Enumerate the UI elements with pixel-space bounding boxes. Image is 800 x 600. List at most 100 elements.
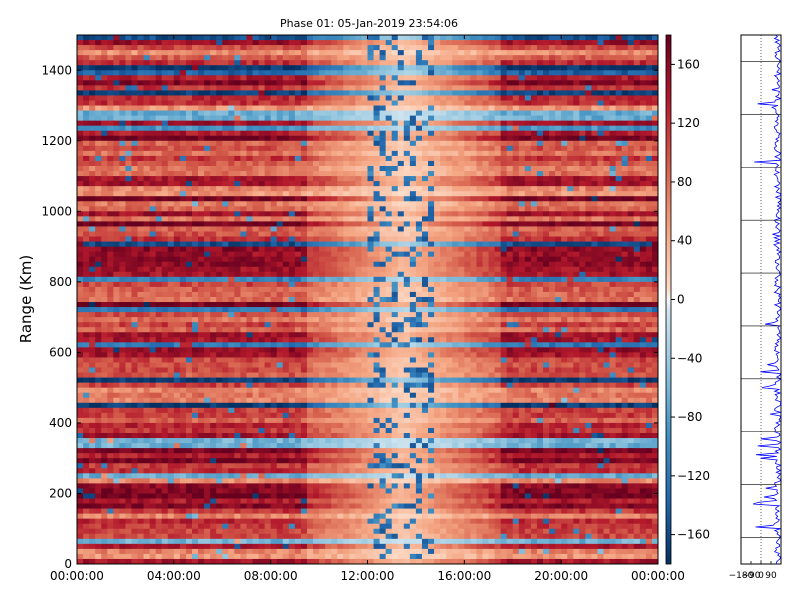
heatmap-cell <box>561 181 568 187</box>
heatmap-cell <box>300 150 308 157</box>
heatmap-cell <box>234 181 241 187</box>
heatmap-cell <box>409 160 417 167</box>
heatmap-cell <box>252 55 259 61</box>
heatmap-cell <box>379 100 387 106</box>
heatmap-cell <box>512 105 520 111</box>
heatmap-cell <box>264 35 272 41</box>
heatmap-cell <box>428 45 435 51</box>
heatmap-cell <box>591 135 598 142</box>
heatmap-cell <box>555 125 562 132</box>
heatmap-cell <box>107 211 114 217</box>
heatmap-cell <box>518 171 526 177</box>
heatmap-cell <box>415 60 423 66</box>
heatmap-cell <box>500 246 508 253</box>
heatmap-cell <box>319 176 326 182</box>
heatmap-cell <box>282 271 290 278</box>
heatmap-cell <box>355 266 362 273</box>
heatmap-cell <box>561 206 568 212</box>
heatmap-cell <box>597 95 604 101</box>
heatmap-cell <box>349 221 356 227</box>
heatmap-cell <box>373 226 380 232</box>
heatmap-cell <box>222 60 229 66</box>
heatmap-cell <box>555 191 562 197</box>
heatmap-cell <box>216 206 223 212</box>
heatmap-cell <box>470 241 477 247</box>
heatmap-cell <box>591 181 598 187</box>
heatmap-cell <box>319 125 326 132</box>
heatmap-cell <box>185 176 193 182</box>
heatmap-cell <box>573 231 580 237</box>
heatmap-cell <box>276 130 284 137</box>
heatmap-cell <box>428 266 435 273</box>
heatmap-cell <box>518 45 526 51</box>
heatmap-cell <box>518 246 526 253</box>
heatmap-cell <box>143 95 151 101</box>
heatmap-cell <box>204 55 211 61</box>
heatmap-cell <box>240 271 247 278</box>
heatmap-cell <box>131 160 138 167</box>
heatmap-cell <box>240 115 247 122</box>
heatmap-cell <box>258 130 266 137</box>
heatmap-cell <box>555 140 562 147</box>
heatmap-cell <box>415 35 423 41</box>
heatmap-cell <box>379 130 387 137</box>
heatmap-cell <box>373 256 380 263</box>
heatmap-cell <box>440 155 447 162</box>
heatmap-cell <box>282 165 290 172</box>
heatmap-cell <box>452 211 459 217</box>
heatmap-cell <box>403 236 411 242</box>
heatmap-cell <box>561 165 568 172</box>
heatmap-cell <box>185 150 193 157</box>
heatmap-cell <box>506 155 514 162</box>
heatmap-cell <box>464 191 471 197</box>
heatmap-cell <box>591 120 598 127</box>
heatmap-cell <box>482 130 489 137</box>
heatmap-cell <box>615 216 623 222</box>
heatmap-cell <box>306 120 314 127</box>
heatmap-cell <box>391 150 399 157</box>
heatmap-cell <box>440 65 447 71</box>
heatmap-cell <box>300 231 308 237</box>
heatmap-cell <box>222 211 229 217</box>
heatmap-cell <box>403 155 411 162</box>
heatmap-cell <box>627 261 635 268</box>
heatmap-cell <box>137 226 144 232</box>
heatmap-cell <box>428 236 435 242</box>
heatmap-cell <box>355 50 362 56</box>
heatmap-cell <box>173 105 181 111</box>
heatmap-cell <box>228 105 235 111</box>
heatmap-cell <box>179 130 187 137</box>
heatmap-cell <box>173 236 181 242</box>
heatmap-cell <box>549 206 556 212</box>
heatmap-cell <box>361 75 368 81</box>
heatmap-cell <box>95 160 102 167</box>
heatmap-cell <box>397 291 405 298</box>
heatmap-cell <box>155 171 163 177</box>
heatmap-cell <box>536 160 544 167</box>
heatmap-cell <box>440 70 447 76</box>
heatmap-cell <box>446 125 453 132</box>
heatmap-cell <box>234 140 241 147</box>
heatmap-cell <box>367 100 374 106</box>
heatmap-cell <box>627 135 635 142</box>
heatmap-cell <box>452 241 459 247</box>
heatmap-cell <box>240 135 247 142</box>
heatmap-cell <box>476 40 483 46</box>
heatmap-cell <box>609 256 617 263</box>
heatmap-cell <box>639 276 647 283</box>
heatmap-cell <box>573 90 580 96</box>
heatmap-cell <box>294 105 302 111</box>
heatmap-cell <box>349 160 356 167</box>
heatmap-cell <box>530 176 538 182</box>
heatmap-cell <box>440 186 447 192</box>
heatmap-cell <box>555 211 562 217</box>
heatmap-cell <box>131 266 138 273</box>
heatmap-cell <box>464 196 471 202</box>
heatmap-cell <box>651 160 658 167</box>
heatmap-cell <box>306 45 314 51</box>
heatmap-cell <box>651 266 658 273</box>
heatmap-cell <box>633 105 641 111</box>
heatmap-cell <box>143 85 151 91</box>
heatmap-cell <box>282 246 290 253</box>
heatmap-cell <box>524 165 532 172</box>
